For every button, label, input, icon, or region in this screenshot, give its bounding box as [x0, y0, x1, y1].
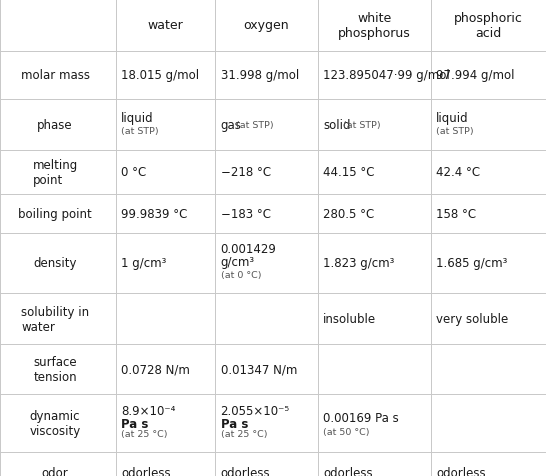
Text: 0.0728 N/m: 0.0728 N/m: [121, 363, 190, 376]
Text: 280.5 °C: 280.5 °C: [323, 207, 375, 220]
Text: g/cm³: g/cm³: [221, 256, 254, 268]
Text: (at STP): (at STP): [121, 127, 159, 136]
Text: (at 0 °C): (at 0 °C): [221, 270, 261, 279]
Text: insoluble: insoluble: [323, 312, 376, 326]
Text: 158 °C: 158 °C: [436, 207, 476, 220]
Text: 0.01347 N/m: 0.01347 N/m: [221, 363, 297, 376]
Text: 123.895047·99 g/mol: 123.895047·99 g/mol: [323, 69, 450, 82]
Text: (at STP): (at STP): [233, 121, 273, 129]
Text: 1.685 g/cm³: 1.685 g/cm³: [436, 257, 508, 270]
Text: odor: odor: [42, 466, 68, 476]
Text: dynamic
viscosity: dynamic viscosity: [29, 409, 81, 437]
Text: 8.9×10⁻⁴: 8.9×10⁻⁴: [121, 404, 176, 417]
Text: liquid: liquid: [436, 112, 469, 125]
Text: 99.9839 °C: 99.9839 °C: [121, 207, 188, 220]
Text: (at STP): (at STP): [436, 127, 474, 136]
Text: melting
point: melting point: [33, 159, 78, 187]
Text: 97.994 g/mol: 97.994 g/mol: [436, 69, 515, 82]
Text: 42.4 °C: 42.4 °C: [436, 166, 480, 179]
Text: white
phosphorus: white phosphorus: [338, 12, 411, 40]
Text: 31.998 g/mol: 31.998 g/mol: [221, 69, 299, 82]
Text: 1 g/cm³: 1 g/cm³: [121, 257, 167, 270]
Text: phase: phase: [37, 119, 73, 132]
Text: density: density: [33, 257, 77, 270]
Text: −183 °C: −183 °C: [221, 207, 271, 220]
Text: 44.15 °C: 44.15 °C: [323, 166, 375, 179]
Text: water: water: [147, 20, 183, 32]
Text: 0.001429: 0.001429: [221, 243, 276, 256]
Text: (at 50 °C): (at 50 °C): [323, 427, 370, 436]
Text: −218 °C: −218 °C: [221, 166, 271, 179]
Text: boiling point: boiling point: [18, 207, 92, 220]
Text: gas: gas: [221, 119, 241, 132]
Text: liquid: liquid: [121, 112, 154, 125]
Text: molar mass: molar mass: [21, 69, 90, 82]
Text: odorless: odorless: [221, 466, 270, 476]
Text: 18.015 g/mol: 18.015 g/mol: [121, 69, 199, 82]
Text: phosphoric
acid: phosphoric acid: [454, 12, 523, 40]
Text: oxygen: oxygen: [244, 20, 289, 32]
Text: solid: solid: [323, 119, 351, 132]
Text: very soluble: very soluble: [436, 312, 508, 326]
Text: Pa s: Pa s: [221, 417, 248, 430]
Text: 1.823 g/cm³: 1.823 g/cm³: [323, 257, 395, 270]
Text: (at 25 °C): (at 25 °C): [121, 429, 168, 438]
Text: odorless: odorless: [323, 466, 373, 476]
Text: 2.055×10⁻⁵: 2.055×10⁻⁵: [221, 404, 290, 417]
Text: surface
tension: surface tension: [33, 356, 77, 384]
Text: 0 °C: 0 °C: [121, 166, 146, 179]
Text: odorless: odorless: [121, 466, 171, 476]
Text: Pa s: Pa s: [121, 417, 149, 430]
Text: odorless: odorless: [436, 466, 486, 476]
Text: solubility in
water: solubility in water: [21, 305, 89, 333]
Text: (at 25 °C): (at 25 °C): [221, 429, 267, 438]
Text: 0.00169 Pa s: 0.00169 Pa s: [323, 411, 399, 424]
Text: (at STP): (at STP): [340, 121, 380, 129]
